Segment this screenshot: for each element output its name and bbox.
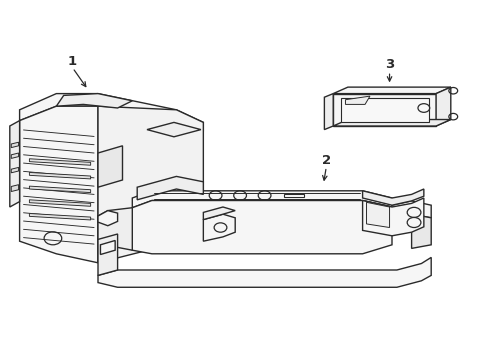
Text: 2: 2 [322, 154, 331, 167]
Polygon shape [10, 121, 20, 207]
Polygon shape [98, 146, 122, 187]
Polygon shape [137, 176, 203, 200]
Polygon shape [345, 96, 370, 104]
Text: 3: 3 [385, 58, 394, 71]
Polygon shape [333, 120, 451, 126]
Polygon shape [284, 194, 304, 197]
Polygon shape [29, 200, 91, 206]
Polygon shape [56, 94, 132, 108]
Polygon shape [98, 208, 132, 250]
Polygon shape [341, 98, 429, 122]
Polygon shape [11, 167, 19, 173]
Text: 1: 1 [68, 55, 77, 68]
Polygon shape [98, 257, 431, 287]
Polygon shape [392, 201, 431, 218]
Polygon shape [29, 159, 91, 165]
Polygon shape [132, 191, 392, 208]
Polygon shape [98, 234, 118, 275]
Polygon shape [29, 213, 91, 220]
Polygon shape [132, 201, 392, 254]
Polygon shape [363, 189, 424, 205]
Polygon shape [147, 122, 201, 137]
Polygon shape [324, 94, 333, 130]
Polygon shape [98, 211, 118, 226]
Polygon shape [20, 94, 203, 131]
Polygon shape [20, 106, 98, 263]
Polygon shape [333, 87, 451, 94]
Polygon shape [203, 207, 235, 220]
Polygon shape [11, 142, 19, 148]
Polygon shape [11, 185, 19, 192]
Polygon shape [367, 202, 390, 228]
Polygon shape [333, 94, 436, 126]
Polygon shape [29, 172, 91, 179]
Polygon shape [412, 214, 431, 248]
Polygon shape [29, 186, 91, 193]
Polygon shape [98, 106, 203, 263]
Polygon shape [11, 153, 19, 158]
Polygon shape [363, 198, 424, 236]
Polygon shape [203, 214, 235, 241]
Polygon shape [436, 87, 451, 126]
Polygon shape [100, 240, 115, 255]
